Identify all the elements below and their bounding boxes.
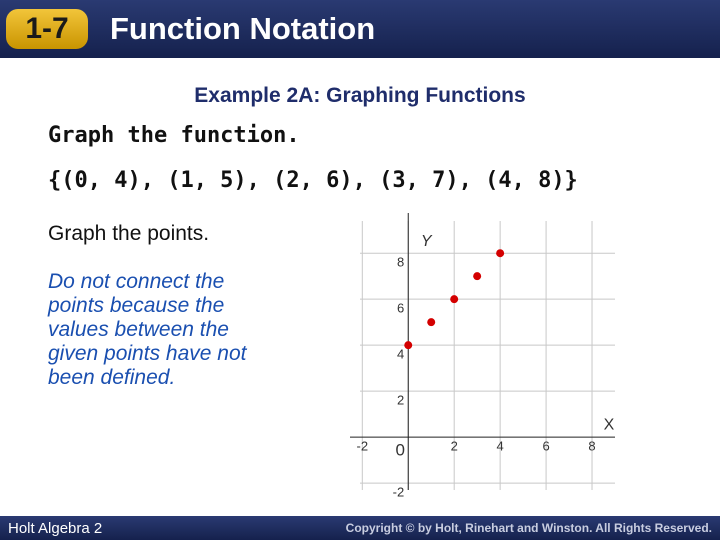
- y-tick-label: 8: [397, 255, 404, 270]
- data-point: [450, 295, 459, 304]
- data-point: [473, 272, 482, 281]
- x-tick-label: 2: [451, 439, 458, 454]
- instruction: Graph the function.: [48, 123, 300, 148]
- lesson-title: Function Notation: [110, 11, 376, 46]
- x-tick-label: -2: [357, 439, 369, 454]
- y-tick-label: 4: [397, 347, 404, 362]
- header-bar: [0, 0, 720, 58]
- y-tick-label: -2: [393, 485, 405, 500]
- x-tick-label: 4: [497, 439, 504, 454]
- y-axis-label: Y: [421, 233, 433, 250]
- note-text: Do not connect the points because the va…: [48, 270, 247, 389]
- data-point: [404, 341, 413, 350]
- y-tick-label: 6: [397, 301, 404, 316]
- data-point: [496, 249, 505, 258]
- footer-left: Holt Algebra 2: [8, 520, 103, 537]
- step-text: Graph the points.: [48, 222, 210, 245]
- x-tick-label: 8: [588, 439, 595, 454]
- x-tick-label: 0: [396, 441, 405, 460]
- function-set: {(0, 4), (1, 5), (2, 6), (3, 7), (4, 8)}: [48, 168, 578, 193]
- y-tick-label: 2: [397, 393, 404, 408]
- x-tick-label: 6: [542, 439, 549, 454]
- x-axis-label: X: [604, 416, 615, 433]
- footer-bar: [0, 516, 720, 540]
- footer-copyright: Copyright © by Holt, Rinehart and Winsto…: [345, 521, 712, 535]
- data-point: [427, 318, 436, 327]
- lesson-badge: 1-7: [6, 9, 88, 49]
- example-title: Example 2A: Graphing Functions: [194, 84, 526, 107]
